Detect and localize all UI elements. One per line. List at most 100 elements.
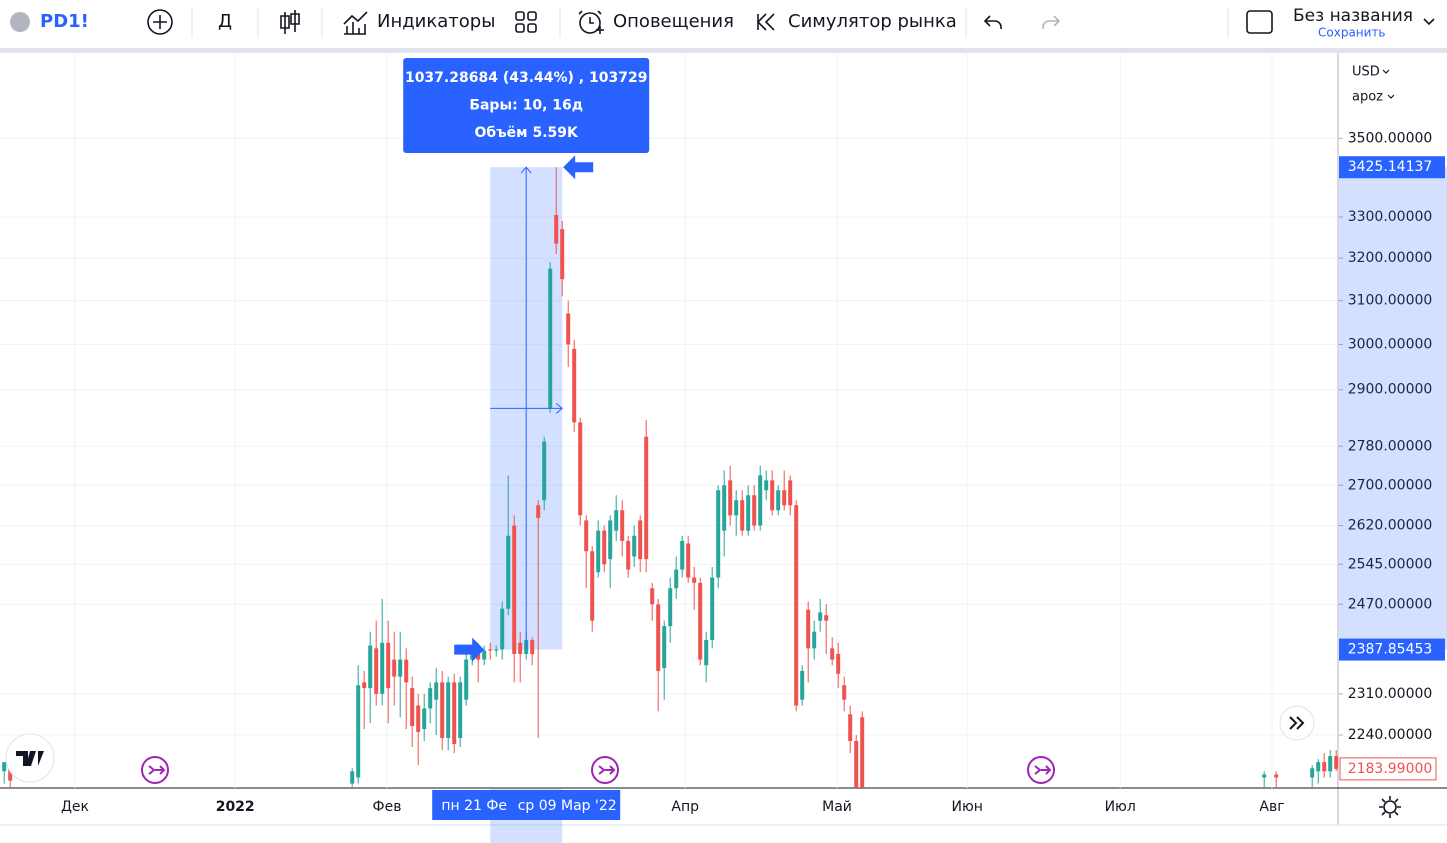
candle-body: [644, 436, 649, 560]
last-price-box: [1339, 757, 1437, 781]
price-label: 3425.14137: [1348, 159, 1433, 175]
templates[interactable]: [515, 11, 537, 33]
toolbar-separator: [0, 48, 1447, 53]
y-tick-label: 2780.00000: [1348, 438, 1433, 454]
price-label: 2387.85453: [1348, 642, 1433, 658]
chart-type[interactable]: [280, 10, 300, 34]
measure-tooltip: [403, 58, 650, 153]
candle-body: [362, 682, 367, 689]
candle-body: [1328, 756, 1333, 772]
layout-icon[interactable]: [1246, 10, 1273, 34]
candle-body: [452, 682, 457, 745]
measure-tooltip-text: Объём 5.59K: [474, 125, 579, 141]
separators: [191, 8, 1229, 38]
candle-body: [464, 659, 469, 700]
scroll-to-realtime[interactable]: [1279, 705, 1315, 741]
currency[interactable]: USD: [1352, 65, 1380, 80]
candle-body: [794, 505, 799, 706]
measure-tooltip-text: 1037.28684 (43.44%) , 103729: [405, 70, 647, 86]
candle-body: [596, 530, 601, 573]
candle-body: [704, 640, 709, 666]
undo[interactable]: [983, 15, 1002, 29]
candle-body: [818, 612, 823, 621]
candle-body: [728, 480, 733, 516]
candle-body: [752, 495, 757, 526]
symbol[interactable]: PD1!: [40, 11, 89, 32]
candle-body: [518, 642, 523, 654]
candle-body: [590, 551, 595, 621]
layout-name[interactable]: Без названия: [1293, 6, 1413, 26]
alerts-icon[interactable]: [578, 10, 604, 34]
overlay: 3500.00000 3300.00000 3200.00000 3100.00000…: [61, 58, 1447, 843]
candle-body: [668, 588, 673, 627]
candle-body: [584, 520, 589, 552]
candle-body: [566, 313, 571, 345]
candle-body: [824, 615, 829, 621]
last-price-label: 2183.99000: [1348, 761, 1433, 777]
replay[interactable]: Симулятор рынка: [788, 11, 957, 32]
alerts[interactable]: Оповещения: [613, 11, 734, 32]
candle-body: [608, 520, 613, 560]
candle-body: [1262, 774, 1267, 778]
candle-body: [572, 348, 577, 423]
grid: [0, 52, 1338, 788]
indicators-icon[interactable]: [343, 11, 368, 35]
candle-body: [854, 741, 859, 788]
scale-mode[interactable]: apoz: [1352, 90, 1383, 105]
candle-body: [740, 500, 745, 531]
layout-menu[interactable]: [1423, 18, 1435, 26]
y-tick-label: 3300.00000: [1348, 209, 1433, 225]
x-tick-label: Дек: [61, 799, 89, 815]
candle-body: [620, 510, 625, 541]
interval[interactable]: Д: [218, 11, 232, 32]
price-label-box: [1339, 156, 1445, 179]
save[interactable]: Сохранить: [1318, 26, 1386, 40]
candle-body: [374, 648, 379, 694]
candle-body: [356, 685, 361, 778]
candle-body: [842, 685, 847, 700]
candle-body: [626, 540, 631, 570]
candle-body: [746, 495, 751, 531]
candle-body: [458, 682, 463, 739]
candle-body: [788, 480, 793, 506]
settings[interactable]: [1379, 796, 1401, 818]
y-tick-label: 3500.00000: [1348, 130, 1433, 146]
y-tick-label: 2470.00000: [1348, 596, 1433, 612]
candle-body: [758, 475, 763, 526]
indicators[interactable]: Индикаторы: [377, 11, 495, 32]
price-range-highlight: [1339, 167, 1447, 650]
candle-body: [386, 642, 391, 689]
candle-body: [1274, 774, 1279, 778]
candle-body: [800, 670, 805, 700]
symbol-icon[interactable]: [10, 12, 30, 32]
toolbar: [0, 0, 1447, 48]
date-label: ср 09 Мар '22: [518, 798, 617, 814]
candle-body: [542, 441, 547, 501]
candle-body: [848, 714, 853, 742]
measure-tooltip-text: Бары: 10, 16д: [469, 98, 583, 114]
measure-arrows: [490, 166, 563, 650]
candle-body: [602, 530, 607, 565]
y-tick-label: 2700.00000: [1348, 477, 1433, 493]
x-tick-label: Май: [822, 799, 852, 815]
candle-body: [698, 582, 703, 660]
candle-body: [860, 717, 865, 788]
event-icons[interactable]: [141, 756, 1055, 784]
y-tick-label: 2545.00000: [1348, 556, 1433, 572]
x-tick-label: Июл: [1105, 799, 1136, 815]
date-label: пн 21 Фе: [441, 798, 507, 814]
candle-body: [380, 642, 385, 694]
candle-body: [416, 705, 421, 733]
tv-logo[interactable]: [5, 733, 55, 783]
x-tick-label: Авг: [1259, 799, 1284, 815]
add-symbol[interactable]: [147, 9, 173, 35]
candle-body: [410, 688, 415, 727]
candle-body: [830, 648, 835, 660]
candle-body: [8, 765, 13, 781]
redo[interactable]: [1042, 15, 1061, 29]
candle-body: [614, 510, 619, 531]
x-tick-label: Июн: [951, 799, 982, 815]
replay-icon[interactable]: [756, 13, 775, 31]
x-tick-label: Фев: [373, 799, 402, 815]
candle-body: [770, 480, 775, 511]
